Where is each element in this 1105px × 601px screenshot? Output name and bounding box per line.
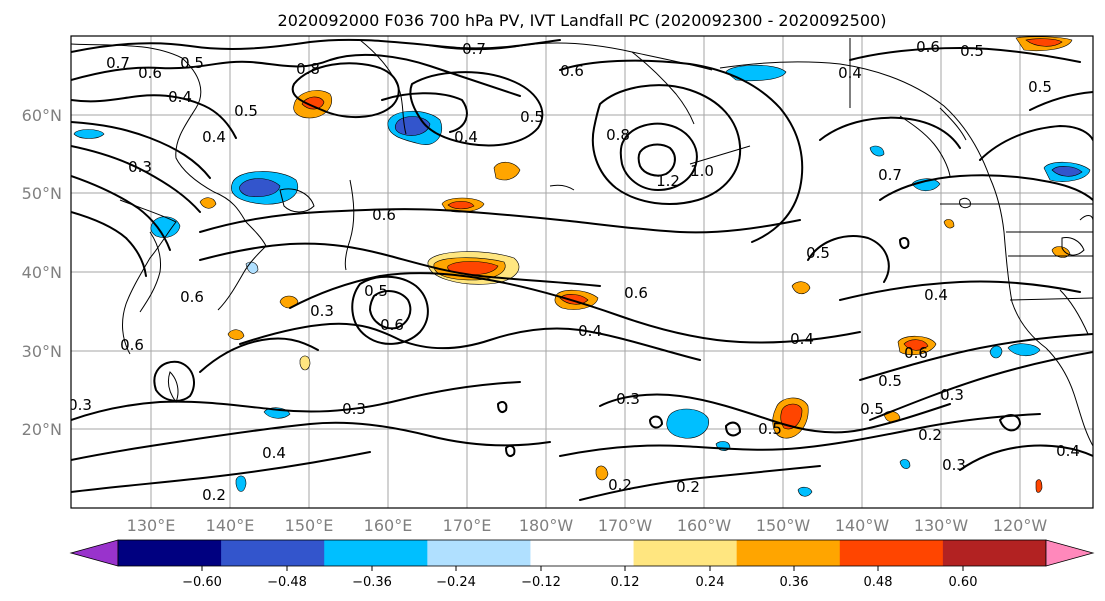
contour-label: 0.5: [960, 42, 984, 60]
contour-label: 0.5: [806, 244, 830, 262]
contour-label: 0.6: [380, 316, 404, 334]
contour-label: 0.7: [106, 54, 130, 72]
lat-label-30n: 30°N: [22, 342, 62, 361]
contour-label: 0.5: [878, 372, 902, 390]
contour-label: 0.4: [790, 330, 814, 348]
colorbar-upper-extension: [1045, 539, 1095, 567]
map-frame: [70, 35, 1094, 509]
longitude-labels: 130°E 140°E 150°E 160°E 170°E 180°W 170°…: [127, 516, 1048, 535]
lon-label-150e: 150°E: [285, 516, 334, 535]
contour-label: 0.4: [168, 88, 192, 106]
colorbar-segment: [633, 540, 738, 566]
contour-label: 0.2: [202, 486, 226, 504]
contour-label: 0.5: [860, 400, 884, 418]
colorbar-tick-label: −0.48: [267, 575, 307, 590]
lon-label-170w: 170°W: [598, 516, 653, 535]
contour-label: 0.3: [616, 390, 640, 408]
lon-label-120w: 120°W: [993, 516, 1048, 535]
colorbar-segment: [530, 540, 635, 566]
contour-label: 0.4: [578, 322, 602, 340]
colorbar-tick-label: −0.36: [352, 575, 392, 590]
contour-label: 0.3: [940, 386, 964, 404]
colorbar: −0.60 −0.48 −0.36 −0.24 −0.12 0.12 0.24 …: [69, 539, 1095, 590]
contour-label: 0.7: [878, 166, 902, 184]
contour-label: 0.5: [520, 108, 544, 126]
lat-label-60n: 60°N: [22, 106, 62, 125]
contour-label: 0.5: [234, 102, 258, 120]
contour-label: 0.6: [904, 344, 928, 362]
lon-label-170e: 170°E: [443, 516, 492, 535]
latitude-labels: 60°N 50°N 40°N 30°N 20°N: [22, 106, 62, 439]
shaded-anomalies: [73, 36, 1091, 497]
colorbar-tick-label: −0.60: [182, 575, 222, 590]
colorbar-segment: [118, 540, 222, 566]
colorbar-segment: [736, 540, 841, 566]
lon-label-140w: 140°W: [835, 516, 890, 535]
lon-label-130w: 130°W: [914, 516, 969, 535]
lat-label-50n: 50°N: [22, 184, 62, 203]
contour-label: 0.3: [310, 302, 334, 320]
contour-label: 0.4: [202, 128, 226, 146]
contour-label: 0.5: [1028, 78, 1052, 96]
contour-label: 0.6: [120, 336, 144, 354]
contour-label: 0.3: [342, 400, 366, 418]
colorbar-segment: [942, 540, 1047, 566]
contour-label: 0.5: [758, 420, 782, 438]
colorbar-tick-label: 0.48: [864, 575, 893, 590]
lon-label-160w: 160°W: [677, 516, 732, 535]
contour-label: 0.7: [462, 40, 486, 58]
contour-label: 0.4: [1056, 442, 1080, 460]
contour-label: 0.3: [128, 158, 152, 176]
colorbar-segments: [117, 539, 1047, 567]
contour-label: 0.8: [296, 60, 320, 78]
coastlines: [71, 38, 1093, 447]
contour-label: 0.4: [838, 64, 862, 82]
contour-label: 1.2: [656, 172, 680, 190]
colorbar-tick-label: 0.60: [949, 575, 978, 590]
contour-label: 0.6: [138, 64, 162, 82]
colorbar-tick-label: 0.24: [696, 575, 725, 590]
contour-label: 0.6: [624, 284, 648, 302]
colorbar-segment: [324, 540, 428, 566]
contour-label: 0.6: [180, 288, 204, 306]
lat-label-40n: 40°N: [22, 263, 62, 282]
contour-label: 0.2: [608, 476, 632, 494]
colorbar-lower-extension: [69, 539, 119, 567]
contour-label: 0.5: [364, 282, 388, 300]
contour-label: 0.4: [924, 286, 948, 304]
contour-label: 0.5: [180, 54, 204, 72]
contour-labels: 0.7 0.6 0.5 0.4 0.8 0.7 0.6 0.5 0.5 0.4 …: [68, 38, 1080, 504]
figure-title: 2020092000 F036 700 hPa PV, IVT Landfall…: [278, 11, 887, 30]
colorbar-tick-label: 0.12: [611, 575, 640, 590]
colorbar-tick-label: −0.12: [521, 575, 561, 590]
lon-label-140e: 140°E: [206, 516, 255, 535]
colorbar-tick-label: 0.36: [780, 575, 809, 590]
colorbar-segment: [427, 540, 531, 566]
pv-contours: [71, 38, 1093, 501]
contour-label: 0.2: [918, 426, 942, 444]
lat-label-20n: 20°N: [22, 420, 62, 439]
contour-label: 0.2: [676, 478, 700, 496]
lon-label-180w: 180°W: [519, 516, 574, 535]
contour-label: 0.6: [916, 38, 940, 56]
contour-label: 0.8: [606, 126, 630, 144]
lon-label-130e: 130°E: [127, 516, 176, 535]
contour-label: 1.0: [690, 162, 714, 180]
contour-label: 0.6: [560, 62, 584, 80]
lon-label-150w: 150°W: [756, 516, 811, 535]
colorbar-ticks: [201, 566, 964, 571]
contour-label: 0.3: [942, 456, 966, 474]
colorbar-tick-label: −0.24: [436, 575, 476, 590]
colorbar-segment: [839, 540, 944, 566]
contour-label: 0.4: [262, 444, 286, 462]
contour-label: 0.4: [454, 128, 478, 146]
contour-label: 0.6: [372, 206, 396, 224]
colorbar-segment: [221, 540, 325, 566]
contour-label: 0.3: [68, 396, 92, 414]
lon-label-160e: 160°E: [364, 516, 413, 535]
